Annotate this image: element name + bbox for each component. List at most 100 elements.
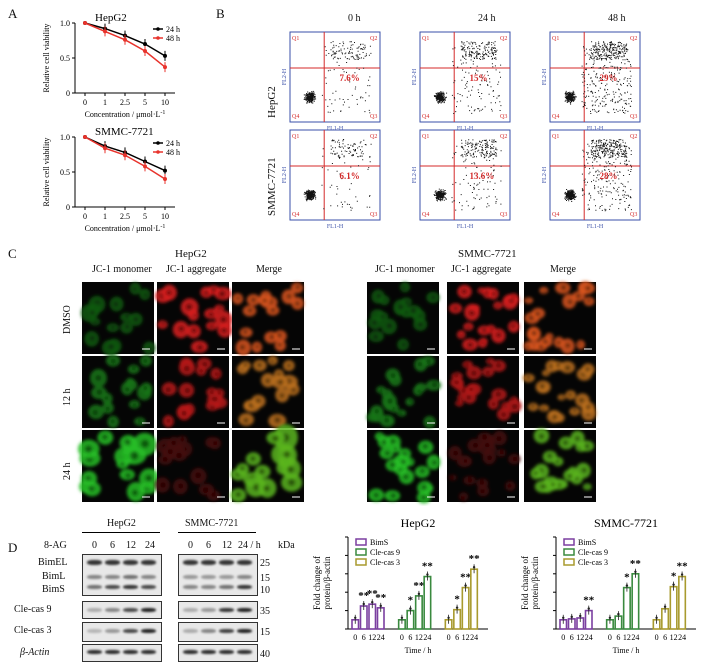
blot-band — [201, 629, 216, 633]
lane-hep-12: 12 — [126, 540, 136, 551]
x-tick-label: 12 — [576, 633, 584, 642]
legend-swatch — [355, 538, 367, 546]
significance-mark: * — [671, 571, 677, 583]
legend-label: Cle-cas 9 — [370, 548, 400, 557]
x-tick-label: 6 — [455, 633, 459, 642]
blot-band — [123, 608, 138, 612]
blot-band — [87, 575, 102, 579]
significance-mark: ** — [422, 561, 434, 573]
x-tick-label: 24 — [678, 633, 686, 642]
apoptosis-percent: 28% — [600, 171, 618, 181]
apoptosis-percent: 29% — [600, 73, 618, 83]
micrograph — [447, 356, 522, 428]
blot-band — [105, 560, 120, 565]
x-tick-label: 0 — [561, 633, 565, 642]
bar — [461, 586, 470, 630]
y-tick-label: 1.0 — [60, 19, 70, 28]
blot-strip — [82, 601, 162, 619]
blot-band — [105, 608, 120, 612]
micrograph — [367, 282, 440, 354]
quad-label: Q1 — [552, 36, 559, 42]
significance-mark: * — [624, 572, 630, 584]
x-axis-label: Time / h — [405, 646, 432, 655]
blot-band — [237, 560, 252, 565]
blot-band — [201, 608, 216, 612]
lane-hep-24: 24 — [145, 540, 155, 551]
line-chart-smmc: SMMC-7721 0 0.5 1.0 0 1 2.5 5 10 Concentration / … — [42, 126, 180, 233]
blot-band — [219, 560, 234, 565]
axis-y-label: FL2-H — [542, 68, 548, 85]
blot-band — [87, 560, 102, 565]
x-tick-label: 0 — [655, 633, 659, 642]
axis-y-label: FL2-H — [282, 68, 288, 85]
scatter-events — [433, 139, 502, 211]
x-tick-label: 12 — [670, 633, 678, 642]
x-tick-label: 6 — [408, 633, 412, 642]
blot-band — [237, 575, 252, 579]
legend-swatch — [355, 548, 367, 556]
micrograph — [77, 430, 160, 502]
significance-mark: * — [454, 594, 460, 606]
scatter-events — [303, 139, 372, 211]
panel-b-flow: 0 h 24 h 48 h HepG2 SMMC-7721 Q1 Q2 Q3 Q4 7.… — [228, 8, 708, 230]
micrograph — [154, 282, 233, 354]
blot-band — [123, 585, 138, 589]
blot-band — [237, 608, 252, 612]
y-tick-label: 0.5 — [60, 54, 70, 63]
blot-band — [87, 585, 102, 589]
blot-band — [219, 585, 234, 589]
x-tick-label: 24 — [585, 633, 593, 642]
micrograph — [367, 430, 441, 504]
quad-label: Q3 — [500, 212, 507, 218]
blot-band — [87, 650, 102, 654]
quad-label: Q1 — [422, 134, 429, 140]
x-tick-label: 1 — [103, 212, 107, 221]
col-jc1-monomer-smmc: JC-1 monomer — [375, 264, 435, 275]
y-tick-label: 0.5 — [60, 168, 70, 177]
legend-label: 24 h — [166, 25, 180, 34]
treat-label: 8-AG — [44, 540, 67, 551]
blot-strip — [178, 554, 258, 596]
bar — [622, 586, 631, 630]
line-title: SMMC-7721 — [95, 126, 154, 138]
x-tick-label: 24 — [470, 633, 478, 642]
x-tick-label: 12 — [415, 633, 423, 642]
x-tick-label: 12 — [623, 633, 631, 642]
blot-strip — [178, 622, 258, 642]
x-tick-label: 6 — [616, 633, 620, 642]
bar — [678, 575, 687, 630]
marker-25: 25 — [260, 558, 270, 569]
y-tick-label: 1.0 — [60, 133, 70, 142]
quad-label: Q3 — [630, 212, 637, 218]
x-tick-label: 2.5 — [120, 98, 130, 107]
micrograph — [82, 354, 154, 428]
blot-band — [237, 650, 252, 654]
blot-band — [201, 560, 216, 565]
x-tick-label: 6 — [663, 633, 667, 642]
significance-mark: ** — [367, 588, 379, 600]
blot-band — [183, 650, 198, 654]
micrograph — [524, 428, 596, 502]
x-tick-label: 0 — [447, 633, 451, 642]
col-label-24h: 24 h — [478, 13, 496, 24]
y-axis-label: Fold change of — [520, 556, 530, 610]
blot-band — [87, 608, 102, 612]
bar — [414, 595, 423, 630]
marker-10: 10 — [260, 585, 270, 596]
blot-band — [105, 585, 120, 589]
group-title-hepg2: HepG2 — [175, 248, 207, 260]
significance-mark: ** — [358, 590, 370, 602]
panel-c-jc1: HepG2 SMMC-7721 JC-1 monomer JC-1 aggreg… — [0, 246, 709, 506]
legend-label: BimS — [370, 538, 388, 547]
data-point — [83, 21, 87, 25]
protein-bactin: β-Actin — [20, 647, 50, 658]
x-tick-label: 2.5 — [120, 212, 130, 221]
significance-mark: ** — [583, 595, 595, 607]
line-chart-hepg2: HepG2 0 0.5 1.0 0 1 2.5 5 10 Concentration / μmol… — [42, 12, 180, 119]
blot-title-hepg2: HepG2 — [107, 518, 136, 529]
x-tick-label: 10 — [161, 212, 169, 221]
blot-band — [201, 575, 216, 579]
blot-band — [201, 650, 216, 654]
